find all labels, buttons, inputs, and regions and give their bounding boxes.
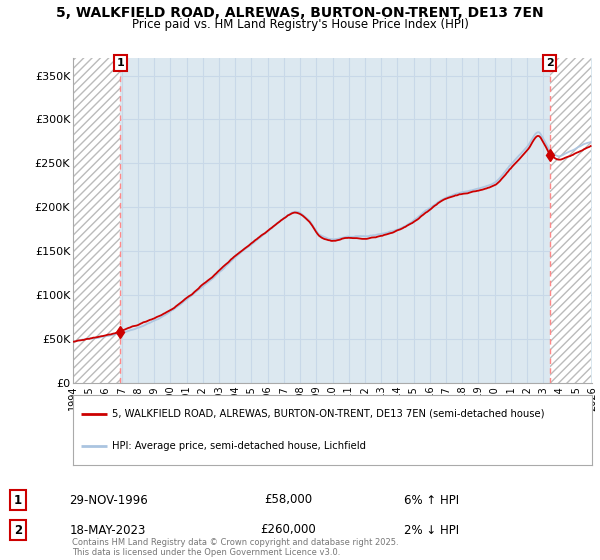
Text: HPI: Average price, semi-detached house, Lichfield: HPI: Average price, semi-detached house,… — [112, 441, 366, 451]
Text: 1: 1 — [14, 493, 22, 506]
Text: Contains HM Land Registry data © Crown copyright and database right 2025.
This d: Contains HM Land Registry data © Crown c… — [72, 538, 398, 557]
Text: £260,000: £260,000 — [260, 524, 316, 536]
Text: £58,000: £58,000 — [264, 493, 312, 506]
Text: 29-NOV-1996: 29-NOV-1996 — [68, 493, 148, 506]
Text: 18-MAY-2023: 18-MAY-2023 — [70, 524, 146, 536]
Text: 6% ↑ HPI: 6% ↑ HPI — [404, 493, 460, 506]
Text: 2: 2 — [545, 58, 553, 68]
Text: 5, WALKFIELD ROAD, ALREWAS, BURTON-ON-TRENT, DE13 7EN: 5, WALKFIELD ROAD, ALREWAS, BURTON-ON-TR… — [56, 6, 544, 20]
Text: 2: 2 — [14, 524, 22, 536]
Text: 2% ↓ HPI: 2% ↓ HPI — [404, 524, 460, 536]
Text: 1: 1 — [116, 58, 124, 68]
Text: Price paid vs. HM Land Registry's House Price Index (HPI): Price paid vs. HM Land Registry's House … — [131, 18, 469, 31]
Text: 5, WALKFIELD ROAD, ALREWAS, BURTON-ON-TRENT, DE13 7EN (semi-detached house): 5, WALKFIELD ROAD, ALREWAS, BURTON-ON-TR… — [112, 409, 544, 419]
